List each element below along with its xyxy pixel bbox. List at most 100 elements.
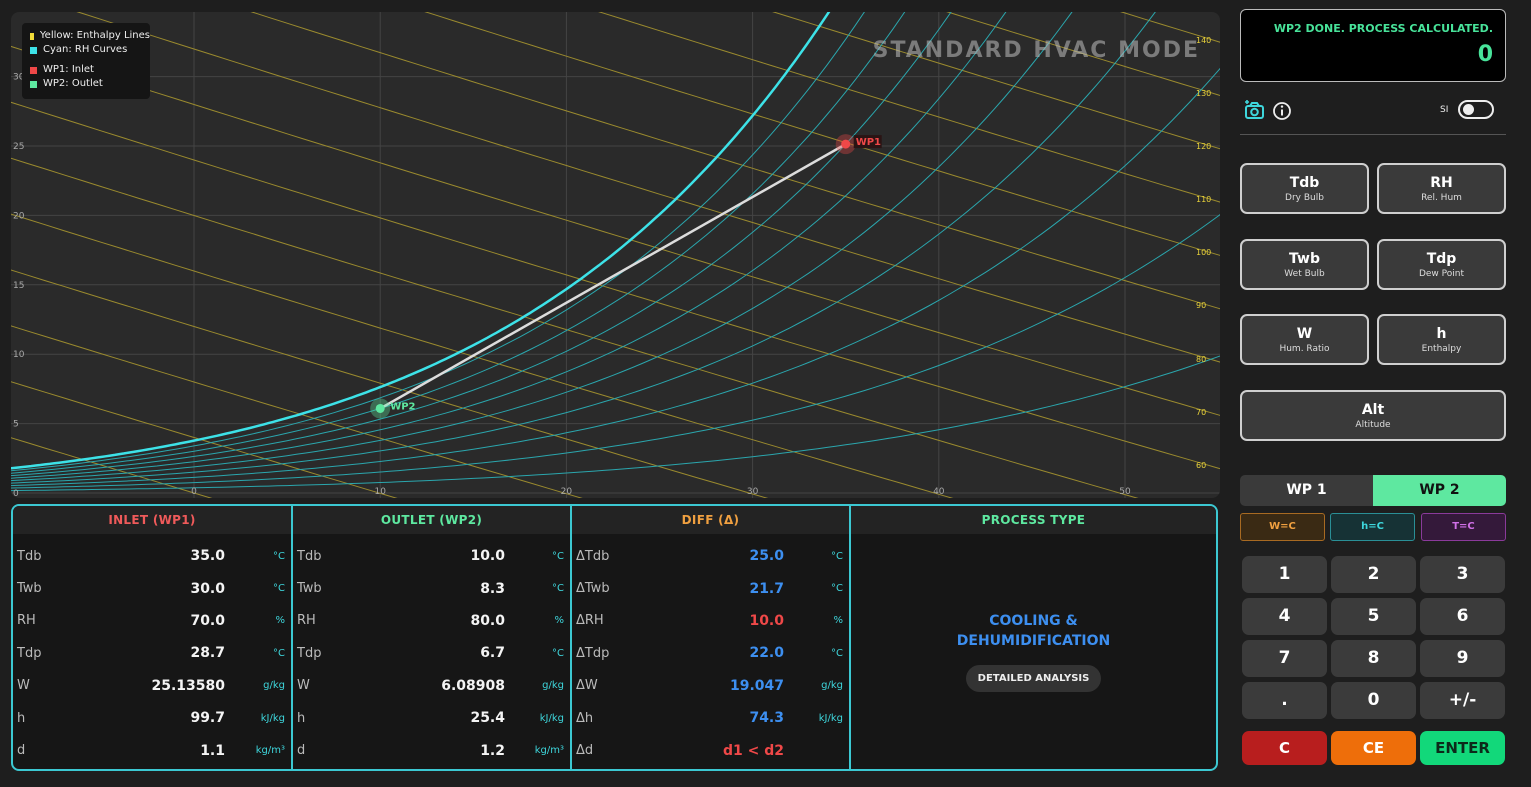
y-tick-label: 5 [13,420,19,430]
toggle-knob[interactable] [1463,104,1474,115]
legend-wp2: WP2: Outlet [43,78,103,89]
clear-button[interactable]: C [1242,731,1327,765]
key-4[interactable]: 4 [1242,598,1327,635]
inlet-header: INLET (WP1) [13,506,291,534]
inlet-value: 70.0 [190,612,225,629]
enthalpy-line [598,12,1220,203]
h-const-button[interactable]: h=C [1330,513,1415,541]
tdb-button[interactable]: Tdb Dry Bulb [1240,163,1369,214]
wp1-label-bg [853,135,882,149]
outlet-label: W [297,678,310,694]
rh-curve [11,12,952,477]
chart-canvas[interactable]: 0 10 20 30 40 50 0 5 10 15 20 25 30 140 130 120 110 100 90… [11,12,1220,498]
chart-legend: Yellow: Enthalpy Lines Cyan: RH Curves W… [22,23,150,99]
enthalpy-line [11,101,1220,470]
w-button-sub: Hum. Ratio [1279,344,1330,354]
inlet-value: 30.0 [190,580,225,597]
tab-wp1[interactable]: WP 1 [1240,475,1373,506]
tab-wp2[interactable]: WP 2 [1373,475,1506,506]
x-tick-label: 40 [933,487,945,497]
key-1[interactable]: 1 [1242,556,1327,593]
tdp-button[interactable]: Tdp Dew Point [1377,239,1506,290]
x-tick-label: 10 [374,487,386,497]
inlet-label: RH [17,613,36,629]
process-header: PROCESS TYPE [851,506,1216,534]
rh-button[interactable]: RH Rel. Hum [1377,163,1506,214]
diff-row: ΔTwb 21.7 °C [572,572,849,604]
si-label: SI [1440,105,1449,115]
inlet-unit: °C [273,647,285,659]
legend-wp1: WP1: Inlet [43,64,94,75]
alt-button-sub: Altitude [1355,420,1391,430]
inlet-unit: g/kg [263,680,285,692]
legend-swatch-yellow [30,32,34,40]
outlet-unit: % [554,615,564,627]
y-tick-label: 0 [13,489,19,498]
diff-row: ΔTdp 22.0 °C [572,637,849,669]
diff-rows: ΔTdb 25.0 °C ΔTwb 21.7 °C ΔRH 10.0% ΔTdp 22.0 °C ΔW… [572,534,849,767]
outlet-value: 8.3 [480,580,505,597]
alt-button[interactable]: Alt Altitude [1240,390,1506,441]
key-2[interactable]: 2 [1331,556,1416,593]
outlet-unit: kJ/kg [539,712,564,724]
enthalpy-tick-label: 140 [1196,36,1211,45]
enthalpy-tick-label: 110 [1196,195,1211,204]
h-button[interactable]: h Enthalpy [1377,314,1506,365]
enthalpy-line [946,12,1220,96]
enthalpy-line [11,325,583,498]
clear-entry-button[interactable]: CE [1331,731,1416,765]
key-9[interactable]: 9 [1420,640,1505,677]
wp2-point [375,403,385,413]
legend-swatch-cyan [30,46,37,54]
psychrometric-chart[interactable]: 0 10 20 30 40 50 0 5 10 15 20 25 30 140 130 120 110 100 90… [11,12,1220,498]
outlet-value: 6.7 [480,645,505,662]
display-value: 0 [1477,42,1493,67]
process-name-line2: DEHUMIDIFICATION [956,633,1111,649]
key-dot[interactable]: . [1242,682,1327,719]
inlet-row: W 25.13580 g/kg [13,670,291,702]
key-7[interactable]: 7 [1242,640,1327,677]
inlet-row: h 99.7 kJ/kg [13,702,291,734]
key-5[interactable]: 5 [1331,598,1416,635]
outlet-unit: °C [552,583,564,595]
diff-row: ΔTdb 25.0 °C [572,540,849,572]
saturation-curve [11,12,831,470]
display-message: WP2 DONE. PROCESS CALCULATED. [1273,22,1493,35]
rh-button-title: RH [1430,175,1453,191]
enthalpy-line [11,12,1220,17]
enthalpy-line [250,12,1220,310]
detailed-analysis-button[interactable]: DETAILED ANALYSIS [965,665,1102,692]
w-const-button[interactable]: W=C [1240,513,1325,541]
outlet-label: h [297,710,306,726]
twb-button[interactable]: Twb Wet Bulb [1240,239,1369,290]
process-column: PROCESS TYPE COOLING & DEHUMIDIFICATION … [849,506,1216,769]
camera-icon[interactable] [1244,100,1266,124]
info-icon[interactable] [1272,101,1292,125]
h-button-title: h [1436,326,1447,342]
inlet-label: Tdp [17,645,42,661]
diff-value: 19.047 [729,677,784,694]
legend-swatch-green [30,80,37,88]
x-tick-label: 50 [1119,487,1131,497]
tdb-button-sub: Dry Bulb [1285,193,1324,203]
twb-button-sub: Wet Bulb [1284,269,1325,279]
key-6[interactable]: 6 [1420,598,1505,635]
enter-button[interactable]: ENTER [1420,731,1505,765]
key-0[interactable]: 0 [1331,682,1416,719]
h-button-sub: Enthalpy [1421,344,1462,354]
w-button[interactable]: W Hum. Ratio [1240,314,1369,365]
key-plus-minus[interactable]: +/- [1420,682,1505,719]
enthalpy-line [11,381,398,498]
key-3[interactable]: 3 [1420,556,1505,593]
y-tick-label: 30 [13,73,25,83]
enthalpy-line [11,157,1139,498]
inlet-value: 35.0 [190,548,225,565]
t-const-button[interactable]: T=C [1421,513,1506,541]
outlet-column: OUTLET (WP2) Tdb 10.0 °C Twb 8.3 °C RH 80.0% Tdp… [291,506,570,769]
key-8[interactable]: 8 [1331,640,1416,677]
x-tick-label: 20 [561,487,573,497]
outlet-row: Twb 8.3 °C [293,572,570,604]
si-toggle[interactable] [1458,100,1494,119]
diff-label: Δd [576,743,594,759]
wp1-label: WP1 [856,137,881,148]
